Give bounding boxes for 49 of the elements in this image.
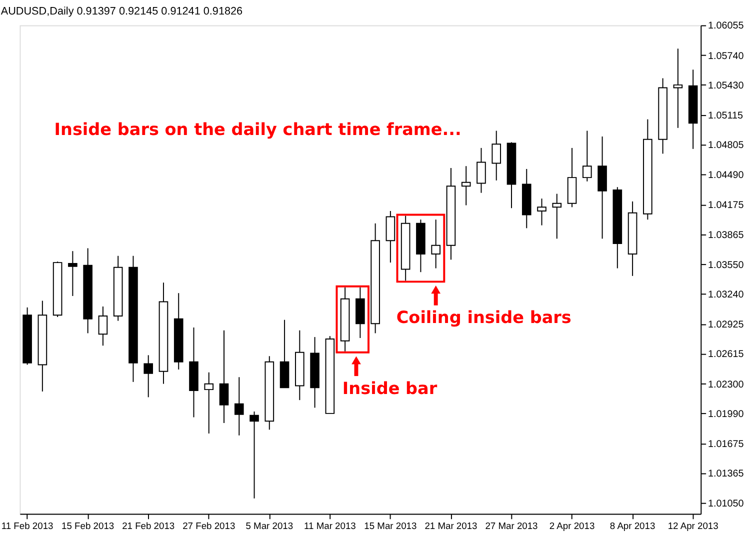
y-tick-label: 1.01675 <box>708 438 744 450</box>
x-tick-label: 8 Apr 2013 <box>610 521 656 532</box>
candlestick <box>582 130 592 182</box>
x-tick-label: 5 Mar 2013 <box>246 521 294 532</box>
y-tick-label: 1.05430 <box>708 80 744 92</box>
candlestick <box>476 147 486 194</box>
y-tick-label: 1.03865 <box>708 230 744 241</box>
annotation: Inside bar <box>342 378 438 398</box>
annotation: Inside bars on the daily chart time frame... <box>54 118 462 139</box>
y-tick-label: 1.02300 <box>708 379 744 390</box>
candlestick <box>144 354 154 398</box>
y-tick-label: 1.03240 <box>708 290 744 301</box>
candlestick <box>204 372 214 434</box>
y-tick-label: 1.02925 <box>708 320 744 331</box>
y-tick-label: 1.04805 <box>708 140 744 152</box>
x-tick-label: 21 Mar 2013 <box>424 521 478 532</box>
candlestick <box>386 210 396 264</box>
y-tick-label: 1.04490 <box>708 170 744 182</box>
candlestick <box>234 376 244 436</box>
x-tick-label: 21 Feb 2013 <box>122 521 175 532</box>
chart-title: AUDUSD,Daily 0.91397 0.92145 0.91241 0.91826 <box>0 5 243 18</box>
y-tick-label: 1.01050 <box>708 498 744 510</box>
y-tick-label: 1.01990 <box>708 408 744 420</box>
candlestick <box>98 306 108 346</box>
candlestick <box>461 166 471 206</box>
candlestick <box>219 330 229 424</box>
x-tick-label: 11 Feb 2013 <box>1 521 54 532</box>
annotation: Coiling inside bars <box>396 307 572 328</box>
x-tick-label: 2 Apr 2013 <box>549 521 595 532</box>
x-tick-label: 15 Feb 2013 <box>62 521 114 532</box>
x-tick-label: 27 Mar 2013 <box>485 521 538 532</box>
x-tick-label: 11 Mar 2013 <box>304 521 356 532</box>
candlestick <box>673 48 683 128</box>
candlestick <box>68 250 78 296</box>
candlestick <box>431 219 440 269</box>
candlestick <box>537 198 546 226</box>
y-tick-label: 1.06055 <box>708 20 744 32</box>
y-tick-label: 1.04175 <box>708 200 744 212</box>
y-tick-label: 1.02615 <box>708 349 744 360</box>
x-tick-label: 27 Feb 2013 <box>182 521 236 532</box>
x-tick-label: 15 Mar 2013 <box>364 521 417 532</box>
y-tick-label: 1.01365 <box>708 468 744 480</box>
candlestick <box>250 411 259 499</box>
y-tick-label: 1.03550 <box>708 260 744 271</box>
candlestick <box>492 130 502 181</box>
candlestick <box>552 193 562 240</box>
y-tick-label: 1.05115 <box>708 110 744 122</box>
y-tick-label: 1.05740 <box>708 50 744 62</box>
x-tick-label: 12 Apr 2013 <box>668 521 718 532</box>
